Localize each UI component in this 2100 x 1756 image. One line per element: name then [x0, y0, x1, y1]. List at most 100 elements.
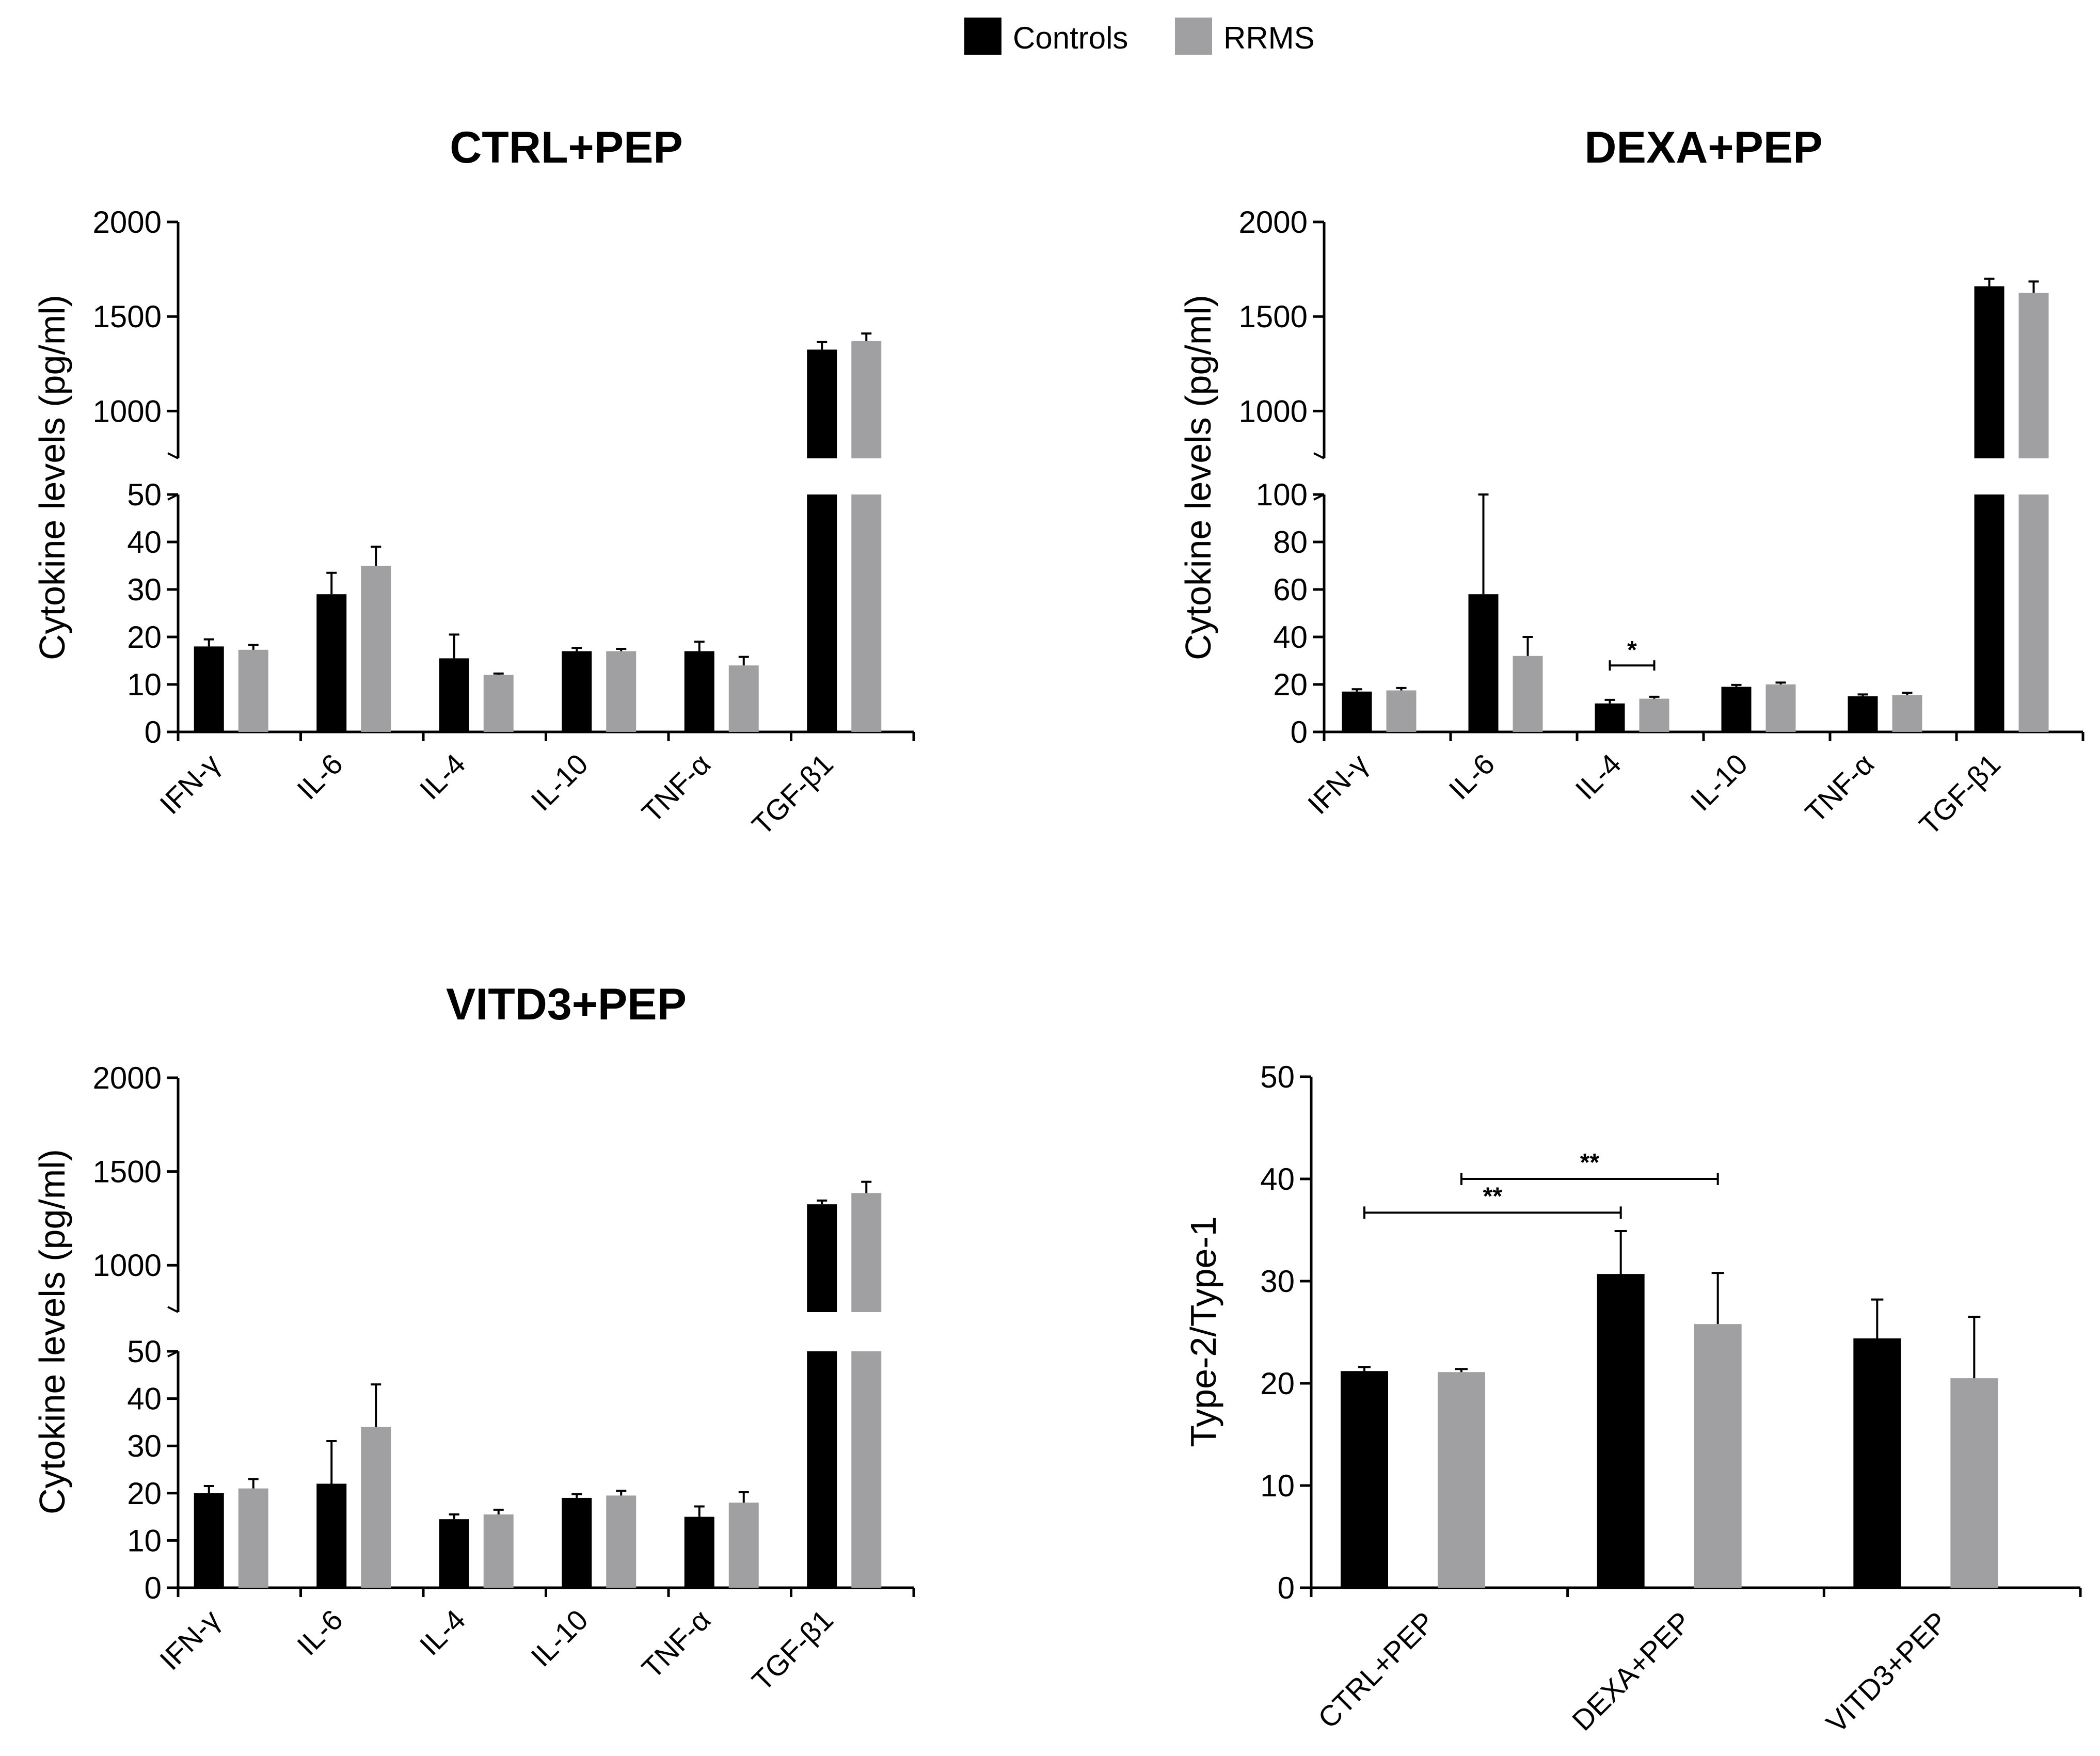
category-label: IL-4 [413, 747, 472, 806]
category-label: TNF-α [1799, 747, 1881, 829]
category-label: DEXA+PEP [1566, 1605, 1697, 1737]
category-label: VITD3+PEP [1820, 1605, 1953, 1739]
bar-rrms [361, 566, 391, 732]
axes [167, 1076, 915, 1597]
axis-break-lower [1313, 493, 1325, 501]
panel-4: Type-2/Type-1 0 10 20 30 40 50 CTRL+PEP DEXA+PEP… [1183, 1060, 2082, 1739]
panel-title: CTRL+PEP [450, 123, 683, 172]
axis-break-lower [167, 493, 179, 501]
axes [1313, 220, 2085, 741]
sig-label: ** [1580, 1149, 1600, 1176]
y-axis-label: Cytokine levels (pg/ml) [1178, 295, 1218, 660]
bar-rrms [238, 649, 268, 732]
y-axis-label: Cytokine levels (pg/ml) [32, 1149, 72, 1514]
axis-break-upper [1313, 452, 1325, 459]
y-tick-label: 30 [1260, 1264, 1295, 1299]
bar-rrms [238, 1488, 268, 1588]
category-label: IL-4 [413, 1603, 472, 1662]
bar-controls-upper [1974, 286, 2004, 458]
category-label: IFN-γ [1301, 747, 1374, 820]
y-tick-label: 20 [127, 1476, 162, 1511]
bar-rrms [1765, 684, 1796, 732]
bar-rrms-upper [851, 1193, 882, 1312]
category-label: CTRL+PEP [1312, 1605, 1441, 1734]
bar-controls [562, 651, 592, 732]
y-tick-label: 50 [127, 1334, 162, 1369]
y-tick-label: 2000 [1239, 205, 1308, 240]
bar-rrms [483, 675, 514, 732]
bar-rrms-lower [851, 1351, 882, 1588]
bar-rrms [606, 651, 637, 732]
y-tick-label: 40 [1273, 620, 1308, 654]
bar-rrms [606, 1495, 637, 1588]
bar-rrms [1386, 690, 1417, 732]
bar-controls [684, 651, 714, 732]
axes [167, 220, 915, 741]
y-tick-label: 2000 [93, 205, 162, 240]
y-tick-label: 60 [1273, 572, 1308, 607]
bar-rrms [1438, 1372, 1485, 1588]
legend-label-rrms: RRMS [1223, 21, 1315, 55]
category-label: TNF-α [635, 1603, 717, 1685]
y-tick-label: 0 [145, 1571, 162, 1605]
bar-controls [439, 658, 469, 732]
bar-controls [194, 1493, 224, 1588]
axis-break-upper [167, 1306, 179, 1313]
y-tick-label: 0 [1291, 715, 1308, 749]
bar-rrms-lower [851, 494, 882, 732]
category-label: IL-4 [1569, 747, 1627, 806]
bar-rrms [1694, 1324, 1742, 1588]
bar-rrms-upper [851, 341, 882, 458]
y-tick-label: 1500 [1239, 299, 1308, 334]
bar-controls [1848, 696, 1878, 732]
category-label: IL-6 [291, 747, 349, 806]
legend-swatch-rrms [1175, 18, 1212, 55]
bar-rrms-lower [2018, 494, 2049, 732]
y-tick-label: 10 [1260, 1468, 1295, 1503]
panel-title: DEXA+PEP [1584, 123, 1822, 172]
bar-controls [1721, 687, 1752, 732]
sig-label: * [1627, 636, 1637, 664]
bar-rrms [483, 1514, 514, 1588]
panel-title: VITD3+PEP [446, 980, 687, 1029]
y-tick-label: 30 [127, 572, 162, 607]
bar-controls-lower [807, 1351, 837, 1588]
y-tick-label: 20 [127, 620, 162, 654]
y-tick-label: 0 [1278, 1571, 1295, 1605]
bar-controls [684, 1516, 714, 1588]
y-tick-label: 10 [127, 667, 162, 702]
bar-rrms [728, 1503, 759, 1588]
category-label: IL-10 [1684, 747, 1754, 817]
y-tick-label: 1000 [93, 1248, 162, 1283]
legend-label-controls: Controls [1013, 21, 1128, 55]
y-tick-label: 30 [127, 1429, 162, 1463]
category-label: IL-10 [524, 1603, 594, 1673]
bar-rrms [1892, 695, 1922, 732]
bar-rrms-upper [2018, 293, 2049, 458]
y-tick-label: 40 [127, 1382, 162, 1416]
y-tick-label: 1000 [1239, 394, 1308, 428]
bar-rrms [361, 1427, 391, 1588]
bar-controls-lower [807, 494, 837, 732]
y-tick-label: 20 [1273, 667, 1308, 702]
category-label: TNF-α [635, 747, 717, 829]
axis-break-lower [167, 1350, 179, 1358]
panel-1: CTRL+PEP Cytokine levels (pg/ml) 0 10 20 30 40… [32, 123, 915, 841]
bar-rrms [1513, 656, 1543, 732]
bar-controls [1342, 691, 1372, 732]
y-tick-label: 50 [1260, 1060, 1295, 1094]
y-tick-label: 100 [1256, 477, 1308, 512]
bar-controls [1341, 1371, 1388, 1588]
category-label: IFN-γ [153, 1603, 226, 1676]
category-label: TGF-β1 [745, 747, 839, 841]
y-tick-label: 0 [145, 715, 162, 749]
category-label: TGF-β1 [1913, 747, 2007, 841]
y-tick-label: 1500 [93, 299, 162, 334]
bar-controls-lower [1974, 494, 2004, 732]
axis-break-upper [167, 452, 179, 459]
bar-controls [1597, 1274, 1645, 1588]
y-tick-label: 10 [127, 1523, 162, 1558]
bar-controls [1468, 594, 1499, 732]
bar-rrms [1639, 698, 1669, 732]
